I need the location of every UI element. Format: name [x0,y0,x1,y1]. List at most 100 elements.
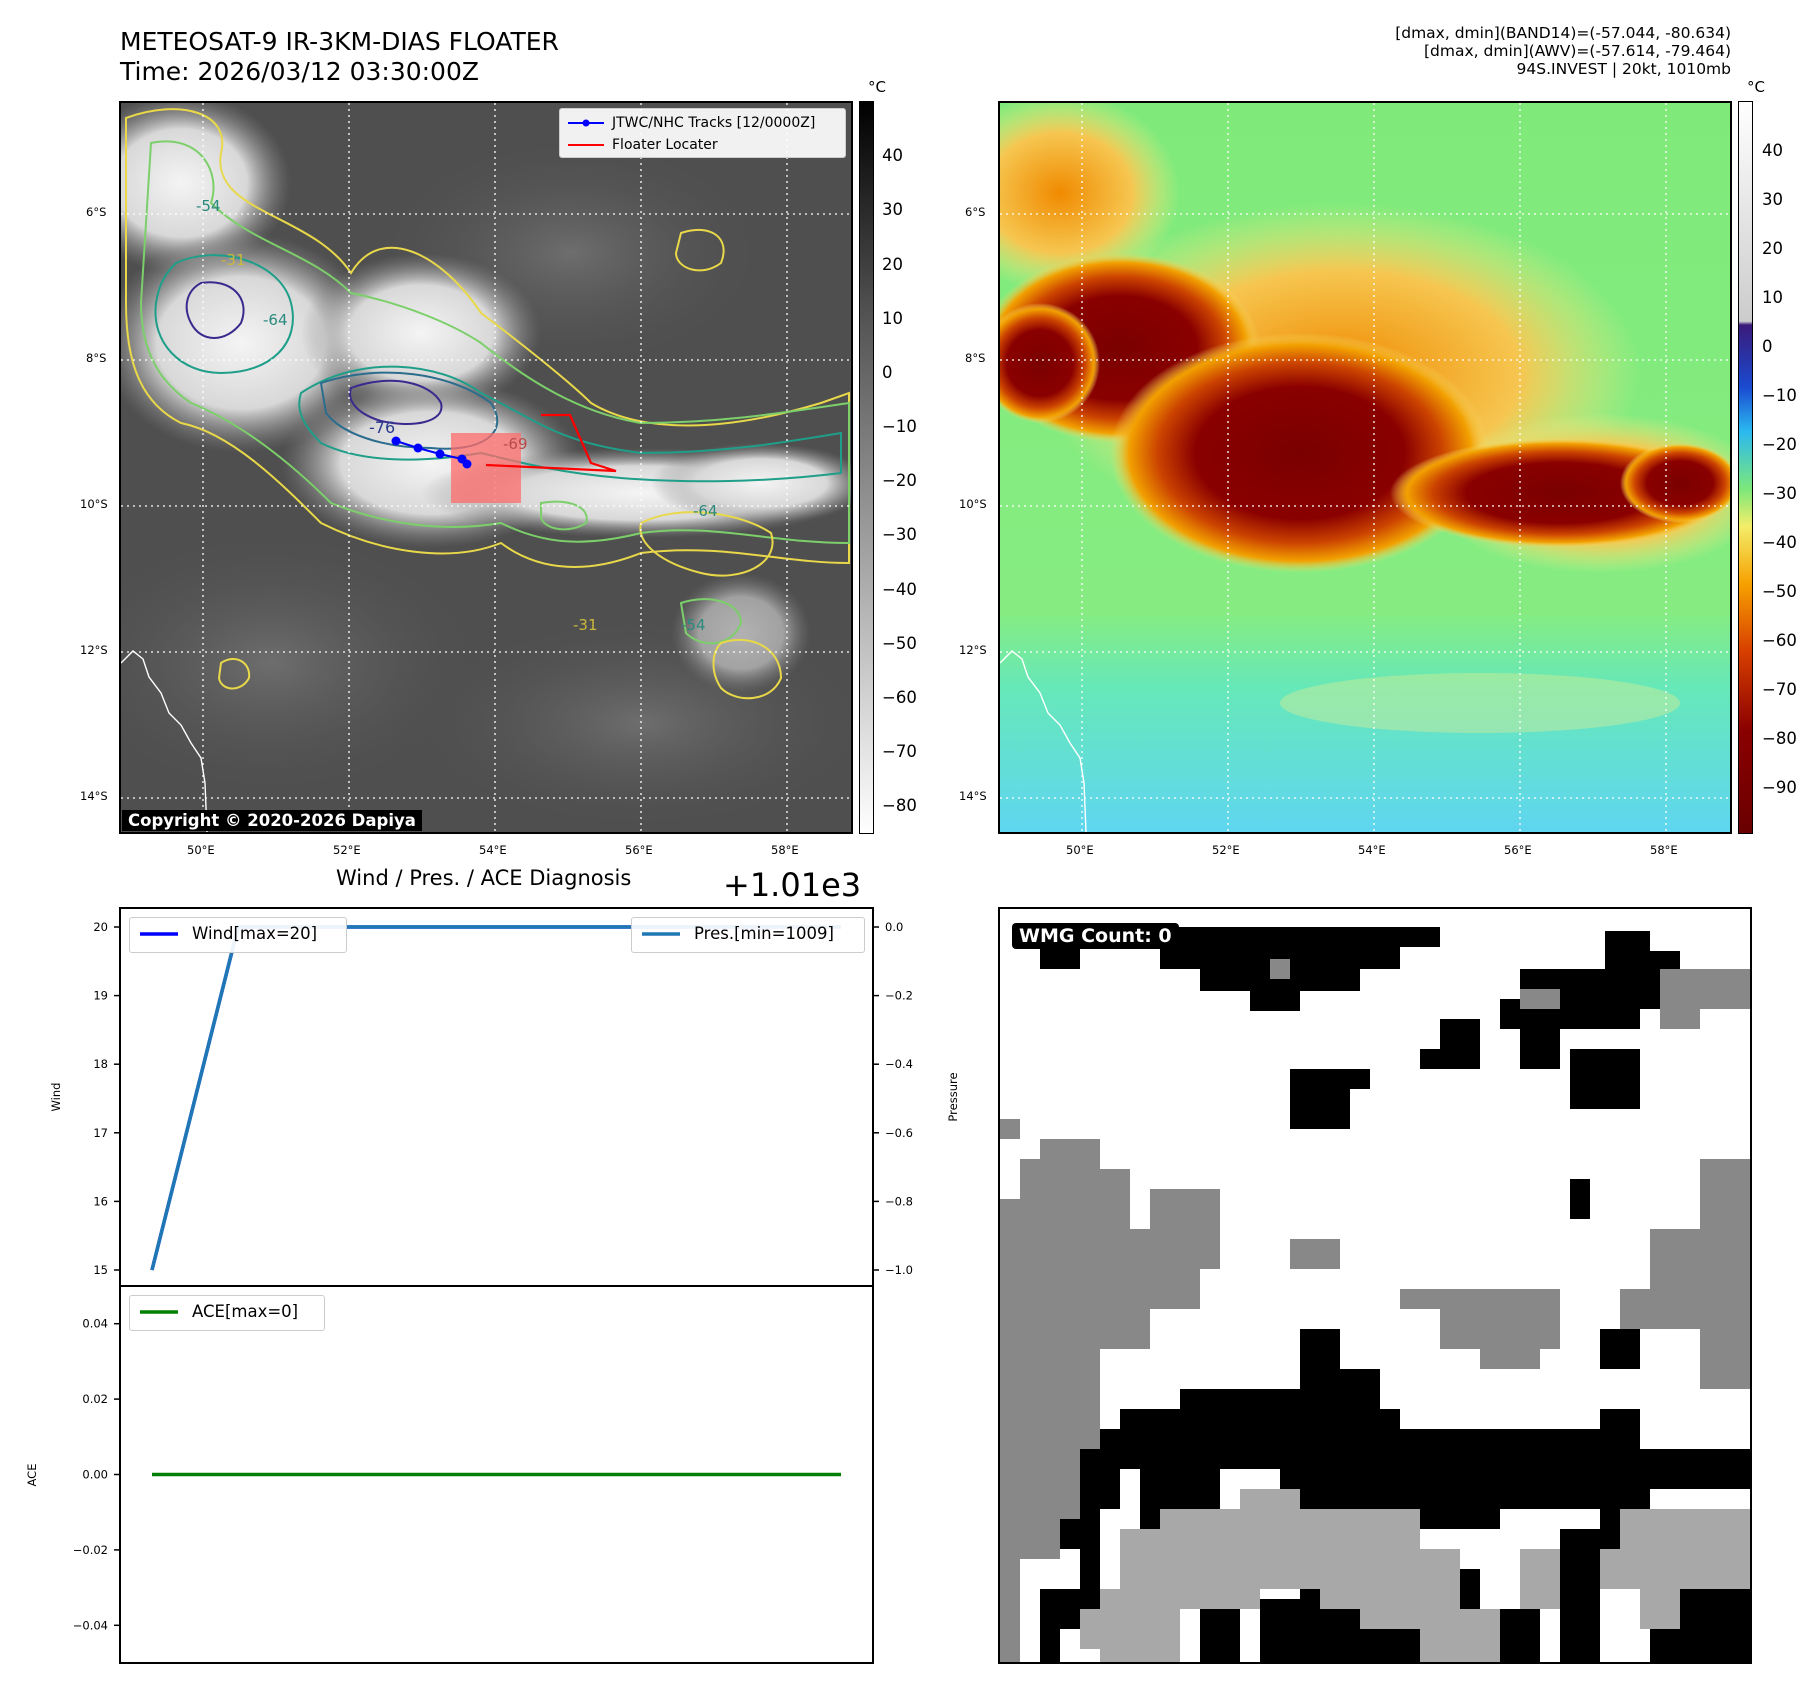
awv-colorbar-unit: °C [1747,78,1765,96]
pressure-axis-label: Pressure [946,1072,960,1121]
coastline [1000,650,1087,832]
awv-lat-label: 8°S [965,351,986,365]
ace-axis: 0.04 0.02 0.00 −0.02 −0.04 [73,1317,120,1632]
figure-title: METEOSAT-9 IR-3KM-DIAS FLOATER Time: 202… [120,27,559,87]
ir-lat-label: 14°S [80,789,108,803]
floater-locater-box [451,433,521,503]
pressure-legend: Pres.[min=1009] [631,917,865,953]
awv-lon-label: 52°E [1212,843,1240,857]
awv-colorbar-tick: −50 [1762,582,1797,601]
wind-axis-label: Wind [49,1083,63,1112]
ir-legend: JTWC/NHC Tracks [12/0000Z] Floater Locat… [559,108,846,158]
pressure-offset-label: +1.01e3 [723,866,862,904]
contour-label: -64 [693,502,718,520]
ace-legend-label: ACE[max=0] [192,1302,299,1321]
ir-colorbar-tick: −30 [882,525,917,544]
ir-lat-label: 10°S [80,497,108,511]
ir-lon-label: 54°E [479,843,507,857]
ir-colorbar-tick: −40 [882,580,917,599]
floater-locater-line [485,413,617,473]
awv-lon-label: 58°E [1650,843,1678,857]
ir-colorbar-tick: 10 [882,309,903,328]
wind-legend: Wind[max=20] [129,917,347,953]
title-line-1: METEOSAT-9 IR-3KM-DIAS FLOATER [120,27,559,56]
contour-label: -54 [196,197,221,215]
wind-tick-label: 18 [93,1057,108,1071]
awv-colorbar [1738,101,1753,834]
title-line-2: Time: 2026/03/12 03:30:00Z [120,57,479,86]
wind-series-line [150,925,841,1271]
awv-lat-label: 12°S [959,643,987,657]
awv-lat-label: 6°S [965,205,986,219]
awv-colorbar-tick: −30 [1762,484,1797,503]
wind-tick-label: 17 [93,1126,108,1140]
contour-label: -54 [681,616,706,634]
contour-label: -64 [263,311,288,329]
ace-axis-label: ACE [25,1464,39,1487]
ir-colorbar-tick: −50 [882,634,917,653]
ir-map-svg: -54 -31 -64 -76 -69 -64 -31 -54 [121,103,851,832]
ir-colorbar-tick: −10 [882,417,917,436]
track-legend-icon [568,119,604,127]
awv-colorbar-tick: −70 [1762,680,1797,699]
wmg-raster [1000,927,1750,1662]
track-legend-label: JTWC/NHC Tracks [12/0000Z] [612,115,816,131]
awv-colorbar-tick: 20 [1762,239,1783,258]
contour-label: -31 [573,616,598,634]
awv-lat-label: 14°S [959,789,987,803]
ir-lon-label: 50°E [187,843,215,857]
stats-line-1: [dmax, dmin](BAND14)=(-57.044, -80.634) [1395,24,1731,42]
wind-axes-frame [119,907,874,1287]
wmg-count-badge: WMG Count: 0 [1012,923,1179,949]
diagnosis-title: Wind / Pres. / ACE Diagnosis [336,866,632,890]
ace-tick-label: 0.04 [82,1317,108,1331]
ir-colorbar-tick: 40 [882,146,903,165]
ace-tick-label: 0.02 [82,1392,108,1406]
wind-legend-label: Wind[max=20] [192,924,318,943]
awv-lon-label: 56°E [1504,843,1532,857]
ace-legend: ACE[max=0] [129,1295,325,1331]
ir-lon-label: 52°E [333,843,361,857]
awv-lon-label: 54°E [1358,843,1386,857]
pressure-series-line [150,925,841,1271]
pressure-legend-label: Pres.[min=1009] [694,924,834,943]
stats-line-2: [dmax, dmin](AWV)=(-57.614, -79.464) [1424,42,1731,60]
awv-colorbar-tick: 30 [1762,190,1783,209]
wind-tick-label: 15 [93,1263,108,1277]
ace-tick-label: −0.04 [73,1618,108,1632]
awv-colorbar-tick: −40 [1762,533,1797,552]
ace-legend-swatch [140,1309,178,1314]
ir-lat-label: 12°S [80,643,108,657]
pressure-tick-label: 0.0 [885,920,903,934]
wind-tick-label: 16 [93,1194,108,1208]
awv-map-svg [1000,103,1730,832]
ir-colorbar-tick: 30 [882,200,903,219]
awv-colorbar-tick: 10 [1762,288,1783,307]
awv-satellite-panel [998,101,1732,834]
contour-label: -31 [221,251,246,269]
jtwc-track [391,436,472,469]
pressure-tick-label: −1.0 [885,1263,913,1277]
awv-colorbar-tick: −90 [1762,778,1797,797]
ace-tick-label: 0.00 [82,1468,108,1482]
ace-tick-label: −0.02 [73,1543,108,1557]
wind-tick-label: 20 [93,920,108,934]
pressure-axis: 0.0 −0.2 −0.4 −0.6 −0.8 −1.0 [873,920,913,1277]
ir-colorbar-tick: −20 [882,471,917,490]
wind-tick-label: 19 [93,989,108,1003]
ir-satellite-panel: -54 -31 -64 -76 -69 -64 -31 -54 JTWC/NHC… [119,101,853,834]
contour-label: -69 [503,435,528,453]
pressure-tick-label: −0.6 [885,1126,913,1140]
copyright-badge: Copyright © 2020-2026 Dapiya [122,810,422,831]
awv-colorbar-tick: −20 [1762,435,1797,454]
pressure-tick-label: −0.4 [885,1057,913,1071]
awv-colorbar-tick: −10 [1762,386,1797,405]
awv-colorbar-tick: −60 [1762,631,1797,650]
ir-colorbar-tick: 20 [882,255,903,274]
awv-lat-label: 10°S [959,497,987,511]
series-layer [150,925,841,1477]
ir-lat-label: 6°S [86,205,107,219]
stats-line-3: 94S.INVEST | 20kt, 1010mb [1516,60,1731,78]
contour-label: -76 [369,418,395,437]
diagnosis-chart: 20 19 18 17 16 15 0.0 −0.2 −0.4 −0.6 −0.8 −1.0 0.0… [25,907,960,1664]
